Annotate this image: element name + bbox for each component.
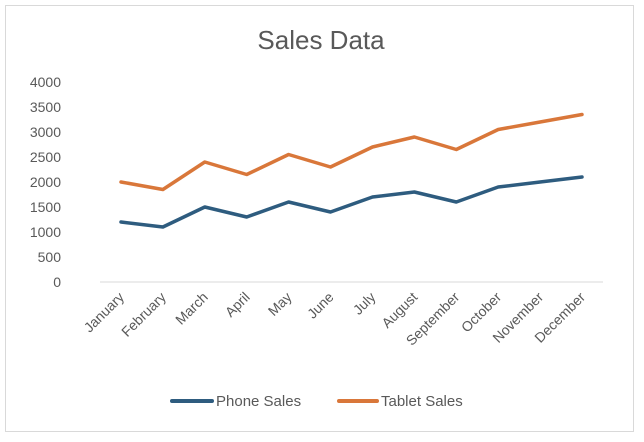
y-tick-label: 3000 (30, 124, 61, 140)
legend-label: Phone Sales (216, 393, 301, 410)
x-tick-label: June (304, 289, 337, 322)
legend-label: Tablet Sales (381, 393, 463, 410)
y-tick-label: 500 (38, 249, 62, 265)
legend: Phone Sales Tablet Sales (170, 393, 463, 410)
series-line-1 (119, 175, 584, 229)
y-tick-label: 0 (53, 274, 61, 290)
series-line-2 (119, 112, 584, 192)
chart-title: Sales Data (257, 25, 385, 55)
y-tick-label: 1500 (30, 199, 61, 215)
y-axis: 0 500 1000 1500 2000 2500 3000 3500 4000 (30, 74, 61, 290)
x-tick-label: March (172, 289, 211, 328)
y-tick-label: 4000 (30, 74, 61, 90)
y-tick-label: 2000 (30, 174, 61, 190)
x-tick-label: July (350, 289, 379, 318)
series-lines (119, 112, 584, 229)
x-tick-label: February (118, 289, 169, 340)
x-tick-label: May (265, 289, 295, 319)
x-tick-label: April (222, 289, 253, 320)
chart-frame (5, 5, 634, 432)
y-tick-label: 3500 (30, 99, 61, 115)
y-tick-label: 2500 (30, 149, 61, 165)
y-tick-label: 1000 (30, 224, 61, 240)
